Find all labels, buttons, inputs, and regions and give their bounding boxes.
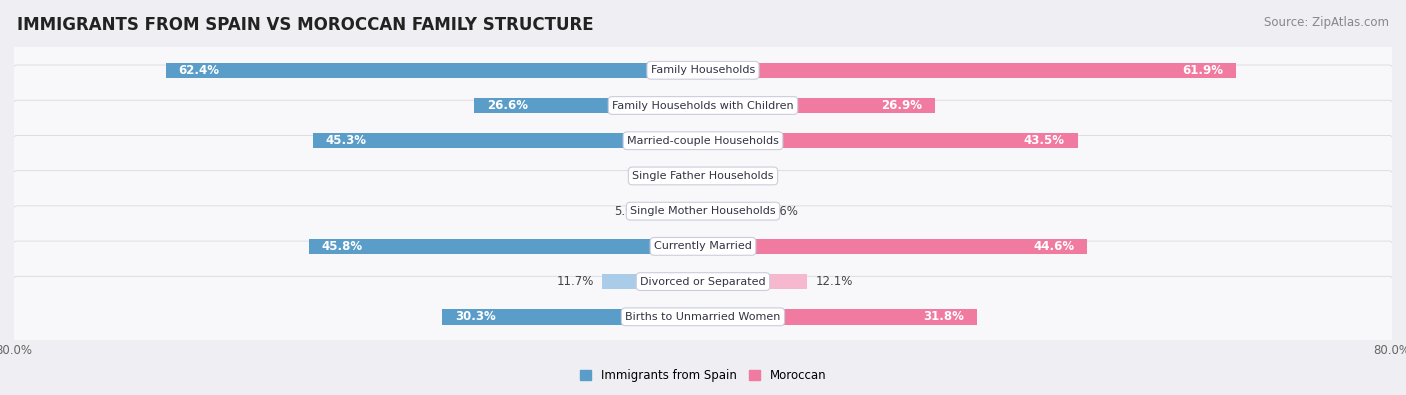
Bar	[703, 168, 721, 184]
Text: 26.6%: 26.6%	[486, 99, 527, 112]
Bar	[166, 62, 703, 78]
FancyBboxPatch shape	[10, 30, 1396, 111]
Text: Single Mother Households: Single Mother Households	[630, 206, 776, 216]
Bar	[703, 62, 1236, 78]
Text: Family Households: Family Households	[651, 65, 755, 75]
Bar	[474, 98, 703, 113]
Legend: Immigrants from Spain, Moroccan: Immigrants from Spain, Moroccan	[575, 364, 831, 386]
Text: 31.8%: 31.8%	[924, 310, 965, 324]
Text: 2.2%: 2.2%	[731, 169, 761, 182]
Text: 26.9%: 26.9%	[880, 99, 922, 112]
Bar	[703, 98, 935, 113]
Text: Source: ZipAtlas.com: Source: ZipAtlas.com	[1264, 16, 1389, 29]
Text: 44.6%: 44.6%	[1033, 240, 1074, 253]
Bar	[652, 203, 703, 219]
Text: IMMIGRANTS FROM SPAIN VS MOROCCAN FAMILY STRUCTURE: IMMIGRANTS FROM SPAIN VS MOROCCAN FAMILY…	[17, 16, 593, 34]
FancyBboxPatch shape	[10, 171, 1396, 252]
Text: 45.3%: 45.3%	[326, 134, 367, 147]
Bar	[314, 133, 703, 149]
Text: Births to Unmarried Women: Births to Unmarried Women	[626, 312, 780, 322]
Text: Married-couple Households: Married-couple Households	[627, 136, 779, 146]
Text: 5.9%: 5.9%	[614, 205, 644, 218]
Text: 2.1%: 2.1%	[647, 169, 676, 182]
Text: 6.6%: 6.6%	[769, 205, 799, 218]
FancyBboxPatch shape	[10, 206, 1396, 287]
Bar	[441, 309, 703, 325]
Text: 62.4%: 62.4%	[179, 64, 219, 77]
Text: 11.7%: 11.7%	[557, 275, 593, 288]
FancyBboxPatch shape	[10, 241, 1396, 322]
Bar	[703, 309, 977, 325]
Text: Single Father Households: Single Father Households	[633, 171, 773, 181]
Bar	[685, 168, 703, 184]
Text: Divorced or Separated: Divorced or Separated	[640, 276, 766, 287]
Bar	[703, 239, 1087, 254]
Text: 61.9%: 61.9%	[1182, 64, 1223, 77]
Text: 45.8%: 45.8%	[322, 240, 363, 253]
FancyBboxPatch shape	[10, 65, 1396, 146]
Text: Family Households with Children: Family Households with Children	[612, 100, 794, 111]
Text: 43.5%: 43.5%	[1024, 134, 1064, 147]
Bar	[703, 133, 1077, 149]
FancyBboxPatch shape	[10, 276, 1396, 357]
Text: 12.1%: 12.1%	[815, 275, 853, 288]
FancyBboxPatch shape	[10, 100, 1396, 181]
Bar	[703, 203, 759, 219]
Text: Currently Married: Currently Married	[654, 241, 752, 251]
Text: 30.3%: 30.3%	[456, 310, 496, 324]
Bar	[308, 239, 703, 254]
FancyBboxPatch shape	[10, 135, 1396, 216]
Bar	[703, 274, 807, 290]
Bar	[602, 274, 703, 290]
